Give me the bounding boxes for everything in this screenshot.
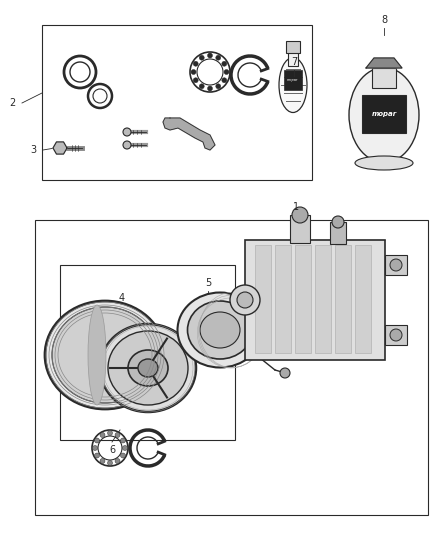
Ellipse shape bbox=[100, 324, 196, 412]
Bar bbox=[290, 215, 310, 243]
Circle shape bbox=[107, 461, 113, 465]
Ellipse shape bbox=[187, 301, 252, 359]
Circle shape bbox=[216, 55, 221, 60]
Circle shape bbox=[95, 438, 99, 443]
Text: 8: 8 bbox=[381, 15, 387, 25]
Bar bbox=[315, 245, 331, 353]
Bar bbox=[355, 245, 371, 353]
Circle shape bbox=[199, 84, 204, 89]
Bar bbox=[330, 222, 346, 244]
Ellipse shape bbox=[138, 359, 158, 377]
Bar bbox=[335, 245, 351, 353]
Text: mopar: mopar bbox=[287, 78, 299, 82]
Circle shape bbox=[199, 55, 204, 60]
Bar bbox=[295, 245, 311, 353]
Circle shape bbox=[123, 446, 127, 450]
Circle shape bbox=[115, 458, 120, 464]
Polygon shape bbox=[53, 142, 67, 154]
Ellipse shape bbox=[349, 68, 419, 163]
Circle shape bbox=[191, 69, 196, 75]
Circle shape bbox=[92, 446, 98, 450]
Bar bbox=[245, 240, 385, 360]
Bar bbox=[284, 70, 302, 90]
Text: 6: 6 bbox=[109, 445, 115, 455]
Ellipse shape bbox=[108, 331, 188, 405]
Circle shape bbox=[193, 61, 198, 66]
Circle shape bbox=[208, 53, 212, 58]
Bar bbox=[35, 220, 428, 515]
Text: 5: 5 bbox=[205, 278, 211, 288]
Ellipse shape bbox=[200, 312, 240, 348]
Text: 3: 3 bbox=[30, 145, 36, 155]
Circle shape bbox=[100, 432, 105, 438]
Circle shape bbox=[332, 216, 344, 228]
Ellipse shape bbox=[355, 156, 413, 170]
Circle shape bbox=[193, 78, 198, 83]
Circle shape bbox=[390, 259, 402, 271]
Bar bbox=[275, 245, 291, 353]
Bar bbox=[385, 255, 407, 275]
Bar bbox=[42, 25, 312, 180]
Circle shape bbox=[107, 431, 113, 435]
Text: mopar: mopar bbox=[371, 111, 397, 117]
Text: 1: 1 bbox=[293, 202, 299, 212]
Bar bbox=[288, 52, 298, 66]
Circle shape bbox=[120, 438, 126, 443]
Circle shape bbox=[222, 61, 227, 66]
Bar bbox=[385, 325, 407, 345]
Ellipse shape bbox=[230, 285, 260, 315]
Circle shape bbox=[390, 329, 402, 341]
Bar bbox=[255, 245, 271, 353]
Circle shape bbox=[237, 292, 253, 308]
Bar bbox=[372, 68, 396, 88]
Circle shape bbox=[222, 78, 227, 83]
Circle shape bbox=[123, 128, 131, 136]
Circle shape bbox=[95, 453, 99, 458]
Circle shape bbox=[208, 86, 212, 91]
Bar bbox=[60, 265, 235, 440]
Ellipse shape bbox=[177, 293, 262, 367]
Polygon shape bbox=[163, 118, 215, 150]
Ellipse shape bbox=[52, 307, 158, 403]
Ellipse shape bbox=[128, 350, 168, 386]
Text: 7: 7 bbox=[291, 57, 297, 67]
Circle shape bbox=[224, 69, 229, 75]
Circle shape bbox=[280, 368, 290, 378]
Ellipse shape bbox=[279, 58, 307, 112]
Circle shape bbox=[100, 458, 105, 464]
Polygon shape bbox=[366, 58, 402, 68]
Circle shape bbox=[216, 84, 221, 89]
Bar bbox=[286, 41, 300, 53]
Circle shape bbox=[123, 141, 131, 149]
Circle shape bbox=[120, 453, 126, 458]
Text: 2: 2 bbox=[9, 98, 15, 108]
Ellipse shape bbox=[45, 301, 165, 409]
Circle shape bbox=[115, 432, 120, 438]
Ellipse shape bbox=[88, 305, 106, 405]
Circle shape bbox=[292, 207, 308, 223]
Bar bbox=[362, 95, 406, 133]
Text: 4: 4 bbox=[119, 293, 125, 303]
